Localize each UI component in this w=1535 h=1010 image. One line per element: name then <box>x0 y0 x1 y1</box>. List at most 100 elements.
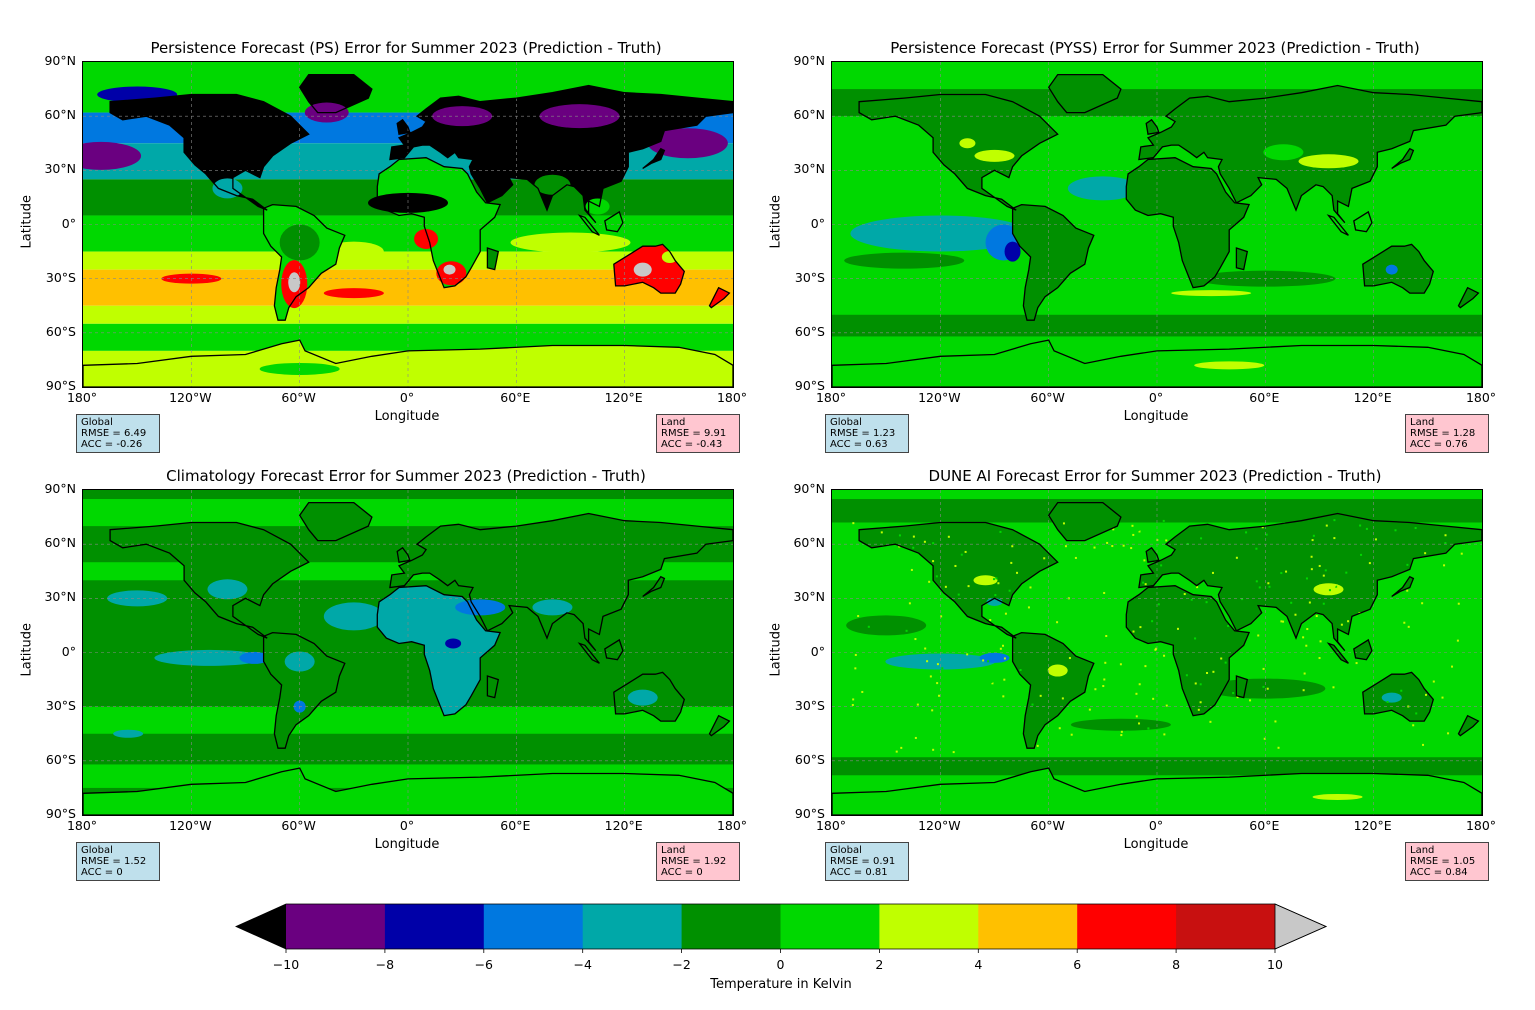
speckle <box>1439 648 1442 651</box>
speckle <box>1138 648 1141 651</box>
speckle <box>1360 553 1363 556</box>
speckle <box>1197 708 1200 711</box>
speckle <box>1144 665 1147 668</box>
y-tick-label: 60°S <box>45 323 76 339</box>
speckle <box>967 585 970 588</box>
speckle <box>1451 665 1454 668</box>
speckle <box>1314 736 1317 739</box>
coastline-newZealand <box>1457 286 1480 309</box>
speckle <box>1232 692 1235 695</box>
global-label: Global <box>81 845 113 856</box>
speckle <box>1146 736 1149 739</box>
speckle <box>898 545 901 548</box>
speckle <box>912 546 915 549</box>
colorbar-tick-label: −6 <box>474 957 494 972</box>
speckle <box>991 682 994 685</box>
speckle <box>1104 661 1107 664</box>
y-tick-label: 90°N <box>44 53 76 68</box>
x-tick-label: 180° <box>66 390 98 405</box>
speckle <box>1160 564 1163 567</box>
speckle <box>1440 608 1443 611</box>
speckle <box>1395 670 1398 673</box>
speckle <box>1359 712 1362 715</box>
anomaly-region <box>1047 664 1068 677</box>
speckle <box>1209 720 1212 723</box>
coastline-sumatra <box>577 642 600 664</box>
land-label: Land <box>661 845 686 856</box>
y-tick-label: 30°S <box>794 269 825 285</box>
coastline-madagascar <box>1235 675 1249 699</box>
speckle <box>1165 539 1168 542</box>
map-dune <box>831 489 1483 816</box>
speckle <box>936 663 939 666</box>
coastline-newZealand <box>708 286 731 309</box>
y-tick-label: 30°N <box>793 589 825 605</box>
speckle <box>1460 552 1463 555</box>
speckle <box>1144 583 1147 586</box>
coastline-japan <box>642 147 666 170</box>
speckle <box>1318 669 1321 672</box>
speckle <box>940 615 943 618</box>
speckle <box>1003 678 1006 681</box>
anomaly-region <box>627 689 658 706</box>
speckle <box>1237 664 1240 667</box>
speckle <box>1392 641 1395 644</box>
speckle <box>1236 696 1239 699</box>
speckle <box>1265 533 1268 536</box>
speckle <box>914 736 917 739</box>
coastline-southAmerica <box>1011 631 1095 749</box>
speckle <box>1126 730 1129 733</box>
anomaly-region <box>1298 154 1359 169</box>
land-uk <box>397 119 410 135</box>
speckle <box>1268 585 1271 588</box>
speckle <box>1306 628 1309 631</box>
anomaly-region <box>455 599 506 616</box>
speckle <box>1314 729 1317 732</box>
speckle <box>941 667 944 670</box>
land-eurasia <box>1138 85 1482 223</box>
speckle <box>1316 702 1319 705</box>
speckle <box>1365 527 1368 530</box>
speckle <box>1112 528 1115 531</box>
speckle <box>1135 715 1138 718</box>
colorbar-segment <box>483 904 584 949</box>
land-north-america <box>859 94 1058 211</box>
speckle <box>1432 611 1435 614</box>
coastline-australia <box>613 243 686 294</box>
x-tick-label: 60°E <box>1249 818 1280 833</box>
speckle <box>880 531 883 534</box>
speckle <box>1458 597 1461 600</box>
coastline-europeAsia <box>389 84 733 224</box>
speckle <box>851 703 854 706</box>
speckle <box>1414 527 1417 530</box>
speckle <box>1310 568 1313 571</box>
colorbar-tick-label: 4 <box>974 957 983 972</box>
speckle <box>1444 542 1447 545</box>
coastline-australia <box>613 671 686 722</box>
land-new-zealand <box>1458 287 1479 308</box>
land-eurasia <box>1138 513 1482 651</box>
speckle <box>1261 526 1264 529</box>
speckle <box>1200 537 1203 540</box>
x-tick-label: 120°W <box>169 818 212 833</box>
map-pyss <box>831 61 1483 388</box>
coastline-japan <box>1391 575 1415 598</box>
coastline-sumatra <box>577 214 600 236</box>
anomaly-region <box>973 575 998 586</box>
speckle <box>1119 663 1122 666</box>
speckle <box>905 629 908 632</box>
speckle <box>1132 533 1135 536</box>
speckle <box>1235 556 1238 559</box>
speckle <box>1432 680 1435 683</box>
speckle <box>1322 602 1325 605</box>
speckle <box>1332 686 1335 689</box>
speckle <box>1211 735 1214 738</box>
speckle <box>1070 733 1073 736</box>
land-rmse: RMSE = 9.91 <box>661 428 727 439</box>
land-north-america <box>110 522 309 639</box>
coastline-greenland <box>1047 501 1122 542</box>
speckle <box>1053 745 1056 748</box>
coastline-japan <box>1391 147 1415 170</box>
speckle <box>916 714 919 717</box>
speckle <box>1302 636 1305 639</box>
